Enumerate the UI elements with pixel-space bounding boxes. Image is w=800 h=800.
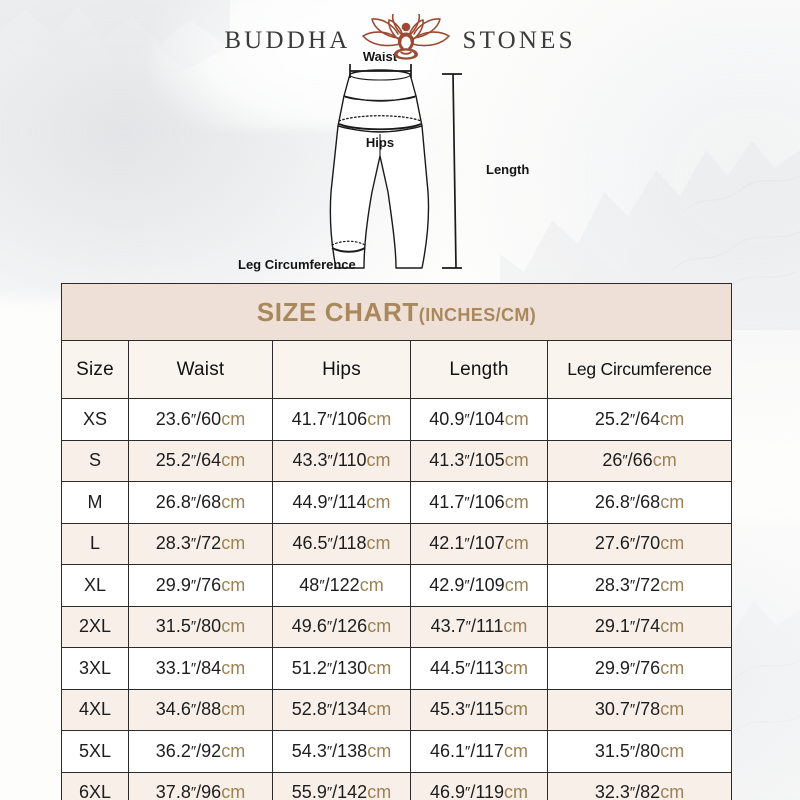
- cell-leg-circumference: 26″/66cm: [546, 439, 733, 482]
- cell-length: 42.1″/107cm: [410, 522, 548, 565]
- cell-leg-circumference: 29.1″/74cm: [546, 605, 733, 648]
- cell-hips: 44.9″/114cm: [272, 481, 411, 524]
- cell-length: 42.9″/109cm: [410, 564, 548, 607]
- cell-waist: 28.3″/72cm: [128, 522, 273, 565]
- cell-size: XL: [61, 564, 129, 607]
- leg-circumference-label: Leg Circumference: [238, 257, 356, 272]
- chart-title-sub: (INCHES/CM): [418, 304, 537, 325]
- table-row: 2XL 31.5″/80cm 49.6″/126cm 43.7″/111cm 29.1″…: [61, 605, 733, 648]
- lotus-meditation-figure-icon: [362, 14, 451, 60]
- pants-measurement-diagram: Waist Hips Length Leg Circumference: [238, 52, 529, 272]
- cell-length: 41.3″/105cm: [410, 439, 548, 482]
- cell-length: 44.5″/113cm: [410, 647, 548, 690]
- cell-hips: 51.2″/130cm: [272, 647, 411, 690]
- chart-header-row: Size Waist Hips Length Leg Circumference: [61, 340, 733, 399]
- cell-waist: 33.1″/84cm: [128, 647, 273, 690]
- cell-waist: 37.8″/96cm: [128, 771, 273, 800]
- length-label: Length: [486, 162, 529, 177]
- cell-size: 3XL: [61, 647, 129, 690]
- length-measure-line: [442, 73, 462, 269]
- table-row: M 26.8″/68cm 44.9″/114cm 41.7″/106cm 26.8″/6…: [61, 481, 733, 524]
- cell-size: 5XL: [61, 730, 129, 773]
- cell-hips: 52.8″/134cm: [272, 688, 411, 731]
- table-row: 6XL 37.8″/96cm 55.9″/142cm 46.9″/119cm 32.3″…: [61, 771, 733, 800]
- table-row: 5XL 36.2″/92cm 54.3″/138cm 46.1″/117cm 31.5″…: [61, 730, 733, 773]
- cell-leg-circumference: 27.6″/70cm: [546, 522, 733, 565]
- cell-length: 46.1″/117cm: [410, 730, 548, 773]
- cell-size: M: [61, 481, 129, 524]
- chart-title: SIZE CHART(INCHES/CM): [257, 297, 536, 327]
- cell-length: 40.9″/104cm: [410, 398, 548, 441]
- table-row: 4XL 34.6″/88cm 52.8″/134cm 45.3″/115cm 30.7″…: [61, 688, 733, 731]
- cell-size: S: [61, 439, 129, 482]
- cell-leg-circumference: 30.7″/78cm: [546, 688, 733, 731]
- cell-size: L: [61, 522, 129, 565]
- cell-length: 41.7″/106cm: [410, 481, 548, 524]
- cell-hips: 41.7″/106cm: [272, 398, 411, 441]
- cell-waist: 29.9″/76cm: [128, 564, 273, 607]
- size-chart-container: SIZE CHART(INCHES/CM) Size Waist Hips Le…: [60, 283, 733, 800]
- cell-size: XS: [61, 398, 129, 441]
- cell-waist: 34.6″/88cm: [128, 688, 273, 731]
- table-row: L 28.3″/72cm 46.5″/118cm 42.1″/107cm 27.6″/7…: [61, 522, 733, 565]
- column-header-waist: Waist: [128, 340, 273, 399]
- cell-hips: 49.6″/126cm: [272, 605, 411, 648]
- cell-length: 45.3″/115cm: [410, 688, 548, 731]
- chart-title-main: SIZE CHART: [256, 296, 419, 327]
- cell-hips: 55.9″/142cm: [272, 771, 411, 800]
- cell-size: 2XL: [61, 605, 129, 648]
- cell-leg-circumference: 31.5″/80cm: [546, 730, 733, 773]
- cell-leg-circumference: 28.3″/72cm: [546, 564, 733, 607]
- column-header-length: Length: [410, 340, 548, 399]
- cell-size: 4XL: [61, 688, 129, 731]
- cell-leg-circumference: 25.2″/64cm: [546, 398, 733, 441]
- column-header-leg-circumference: Leg Circumference: [546, 340, 733, 399]
- cell-length: 43.7″/111cm: [410, 605, 548, 648]
- cell-waist: 36.2″/92cm: [128, 730, 273, 773]
- brand-word-left: BUDDHA: [224, 27, 351, 54]
- cell-hips: 48″/122cm: [272, 564, 411, 607]
- cell-hips: 43.3″/110cm: [272, 439, 411, 482]
- column-header-hips: Hips: [272, 340, 411, 399]
- cell-waist: 23.6″/60cm: [128, 398, 273, 441]
- cell-waist: 26.8″/68cm: [128, 481, 273, 524]
- chart-title-row: SIZE CHART(INCHES/CM): [60, 283, 733, 341]
- size-chart-table: SIZE CHART(INCHES/CM) Size Waist Hips Le…: [60, 283, 733, 800]
- brand-word-right: STONES: [462, 27, 576, 54]
- table-row: XL 29.9″/76cm 48″/122cm 42.9″/109cm 28.3″/72…: [61, 564, 733, 607]
- column-header-size: Size: [61, 340, 129, 399]
- chart-title-cell: SIZE CHART(INCHES/CM): [60, 283, 733, 341]
- table-row: 3XL 33.1″/84cm 51.2″/130cm 44.5″/113cm 29.9″…: [61, 647, 733, 690]
- cell-leg-circumference: 32.3″/82cm: [546, 771, 733, 800]
- table-row: XS 23.6″/60cm 41.7″/106cm 40.9″/104cm 25.2″/…: [61, 398, 733, 441]
- cell-length: 46.9″/119cm: [410, 771, 548, 800]
- cell-hips: 46.5″/118cm: [272, 522, 411, 565]
- brand-header: BUDDHA: [0, 14, 800, 68]
- table-row: S 25.2″/64cm 43.3″/110cm 41.3″/105cm 26″/66c…: [61, 439, 733, 482]
- cell-hips: 54.3″/138cm: [272, 730, 411, 773]
- cell-waist: 31.5″/80cm: [128, 605, 273, 648]
- cell-leg-circumference: 29.9″/76cm: [546, 647, 733, 690]
- cell-waist: 25.2″/64cm: [128, 439, 273, 482]
- cell-size: 6XL: [61, 771, 129, 800]
- hips-label: Hips: [366, 135, 394, 150]
- cell-leg-circumference: 26.8″/68cm: [546, 481, 733, 524]
